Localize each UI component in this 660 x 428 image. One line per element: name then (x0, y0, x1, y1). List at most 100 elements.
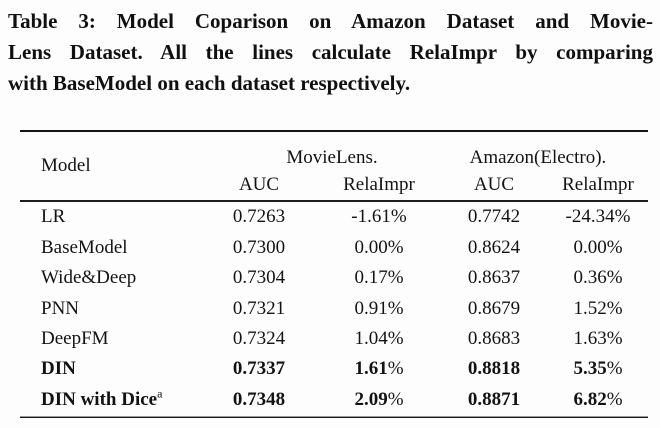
percent-sign: % (606, 236, 623, 258)
table-header: Model MovieLens. Amazon(Electro). AUC Re… (20, 132, 648, 200)
value: -1.61 (351, 206, 391, 228)
model-name-cell: DeepFM (20, 328, 200, 350)
subheader-relaimpr-amazon: RelaImpr (562, 174, 634, 195)
auc-amazon-value: 0.8871 (440, 389, 548, 411)
percent-sign: % (387, 327, 404, 349)
auc-amazon-value: 0.8683 (440, 328, 548, 350)
caption-line-3: with BaseModel on each dataset respectiv… (8, 71, 411, 95)
value: 0.8871 (467, 388, 521, 410)
value: 1.04 (354, 327, 388, 349)
auc-amazon-value: 0.8624 (440, 237, 548, 259)
column-group-amazon: Amazon(Electro). (469, 147, 607, 168)
relaimpr-movielens-value: 0.17% (318, 267, 440, 289)
table-row-pnn: PNN 0.7321 0.91% 0.8679 1.52% (20, 293, 648, 323)
model-name: BaseModel (41, 236, 128, 258)
model-name-cell: PNN (20, 298, 200, 320)
relaimpr-movielens-value: 1.61% (318, 358, 440, 380)
value: -24.34 (565, 206, 615, 228)
value: 5.35 (573, 358, 607, 380)
value: 0.00 (573, 236, 607, 258)
value: 0.7304 (232, 267, 286, 289)
value: 2.09 (354, 388, 388, 410)
auc-movielens-value: 0.7321 (200, 298, 318, 320)
auc-movielens-value: 0.7337 (200, 358, 318, 380)
table-row-lr: LR 0.7263 -1.61% 0.7742 -24.34% (20, 202, 648, 232)
auc-movielens-value: 0.7263 (200, 206, 318, 228)
relaimpr-movielens-value: 0.00% (318, 237, 440, 259)
auc-movielens-value: 0.7348 (200, 389, 318, 411)
value: 0.36 (573, 267, 607, 289)
model-name: DIN with Dice (41, 388, 158, 410)
percent-sign: % (387, 358, 404, 380)
value: 0.8683 (467, 327, 521, 349)
model-name: Wide&Deep (41, 267, 137, 289)
value: 0.7321 (232, 297, 286, 319)
percent-sign: % (390, 206, 407, 228)
relaimpr-amazon-value: 1.63% (548, 328, 648, 350)
table-row-deepfm: DeepFM 0.7324 1.04% 0.8683 1.63% (20, 324, 648, 354)
model-name: PNN (41, 297, 80, 319)
value: 0.91 (354, 297, 388, 319)
value: 0.7337 (232, 358, 286, 380)
percent-sign: % (387, 297, 404, 319)
percent-sign: % (387, 236, 404, 258)
model-name-cell: DIN (20, 358, 200, 380)
auc-movielens-value: 0.7300 (200, 237, 318, 259)
model-footnote-marker: a (157, 386, 163, 401)
value: 0.8637 (467, 267, 521, 289)
value: 1.61 (354, 358, 388, 380)
value: 6.82 (573, 388, 607, 410)
percent-sign: % (614, 206, 631, 228)
table-header-rule (20, 200, 648, 202)
percent-sign: % (387, 267, 404, 289)
relaimpr-movielens-value: 0.91% (318, 298, 440, 320)
auc-amazon-value: 0.8818 (440, 358, 548, 380)
auc-amazon-value: 0.8637 (440, 267, 548, 289)
subheader-auc-amazon: AUC (473, 174, 515, 195)
value: 0.00 (354, 236, 388, 258)
column-group-movielens: MovieLens. (286, 147, 378, 168)
value: 1.52 (573, 297, 607, 319)
subheader-auc-movielens: AUC (238, 174, 280, 195)
table-row-widedeep: Wide&Deep 0.7304 0.17% 0.8637 0.36% (20, 263, 648, 293)
relaimpr-amazon-value: 1.52% (548, 298, 648, 320)
percent-sign: % (606, 297, 623, 319)
percent-sign: % (606, 358, 623, 380)
table-caption: Table 3: Model Coparison on Amazon Datas… (8, 6, 653, 99)
percent-sign: % (606, 267, 623, 289)
table-body: LR 0.7263 -1.61% 0.7742 -24.34% BaseMode… (20, 202, 648, 415)
value: 0.7324 (232, 327, 286, 349)
relaimpr-amazon-value: 6.82% (548, 389, 648, 411)
relaimpr-movielens-value: 2.09% (318, 389, 440, 411)
auc-movielens-value: 0.7304 (200, 267, 318, 289)
value: 0.7263 (232, 206, 286, 228)
model-name: LR (41, 206, 66, 228)
relaimpr-amazon-value: 0.36% (548, 267, 648, 289)
model-name-cell: BaseModel (20, 237, 200, 259)
table-row-din-with-dice: DIN with Dicea 0.7348 2.09% 0.8871 6.82% (20, 385, 648, 415)
value: 0.8818 (467, 358, 521, 380)
value: 0.7742 (467, 206, 521, 228)
table-top-rule (20, 130, 648, 132)
value: 0.8624 (467, 236, 521, 258)
auc-amazon-value: 0.7742 (440, 206, 548, 228)
caption-line-1: Table 3: Model Coparison on Amazon Datas… (8, 9, 653, 33)
value: 0.8679 (467, 297, 521, 319)
relaimpr-amazon-value: -24.34% (548, 206, 648, 228)
column-header-model: Model (41, 155, 91, 176)
value: 1.63 (573, 327, 607, 349)
model-name: DeepFM (41, 327, 109, 349)
caption-line-2: Lens Dataset. All the lines calculate Re… (8, 40, 653, 64)
auc-amazon-value: 0.8679 (440, 298, 548, 320)
model-name: DIN (41, 358, 76, 380)
model-comparison-table: Model MovieLens. Amazon(Electro). AUC Re… (20, 130, 648, 419)
table-row-din: DIN 0.7337 1.61% 0.8818 5.35% (20, 354, 648, 384)
model-name-cell: DIN with Dicea (20, 386, 200, 411)
percent-sign: % (606, 388, 623, 410)
table-bottom-rule (20, 416, 648, 419)
relaimpr-amazon-value: 5.35% (548, 358, 648, 380)
percent-sign: % (387, 388, 404, 410)
value: 0.7348 (232, 388, 286, 410)
relaimpr-movielens-value: -1.61% (318, 206, 440, 228)
relaimpr-movielens-value: 1.04% (318, 328, 440, 350)
